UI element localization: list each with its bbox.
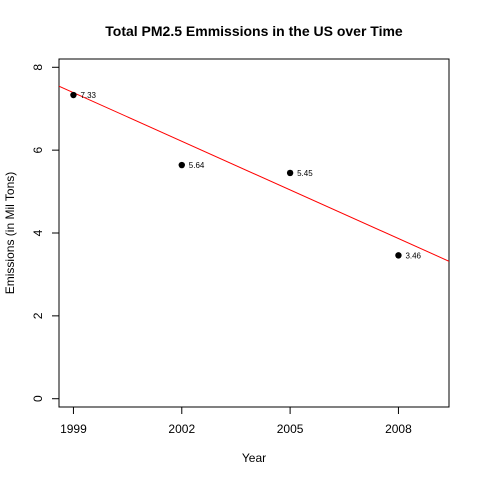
y-tick-label: 0 (31, 395, 45, 402)
y-tick-label: 8 (31, 64, 45, 71)
data-label: 3.46 (405, 251, 421, 260)
data-label: 7.33 (80, 91, 96, 100)
trend-line (59, 85, 449, 262)
y-tick-label: 4 (31, 229, 45, 236)
y-tick-label: 2 (31, 312, 45, 319)
chart-title: Total PM2.5 Emmissions in the US over Ti… (105, 23, 403, 39)
data-point (395, 252, 402, 259)
data-points: 7.33 5.64 5.45 3.46 (70, 91, 422, 260)
y-tick-label: 6 (31, 146, 45, 153)
x-axis: 1999 2002 2005 2008 (60, 406, 412, 436)
data-label: 5.45 (297, 169, 313, 178)
y-axis: 0 2 4 6 8 (31, 64, 60, 402)
x-tick-label: 2005 (277, 422, 304, 436)
x-axis-label: Year (242, 451, 266, 465)
y-axis-label: Emissions (in Mil Tons) (3, 172, 17, 294)
trend-line-group (59, 85, 449, 262)
data-point (286, 169, 294, 177)
data-point (178, 161, 185, 169)
data-point (70, 91, 77, 99)
data-label: 5.64 (189, 161, 205, 170)
x-tick-label: 2002 (168, 422, 195, 436)
plot-frame (58, 58, 450, 408)
x-tick-label: 1999 (60, 422, 87, 436)
x-tick-label: 2008 (385, 422, 412, 436)
